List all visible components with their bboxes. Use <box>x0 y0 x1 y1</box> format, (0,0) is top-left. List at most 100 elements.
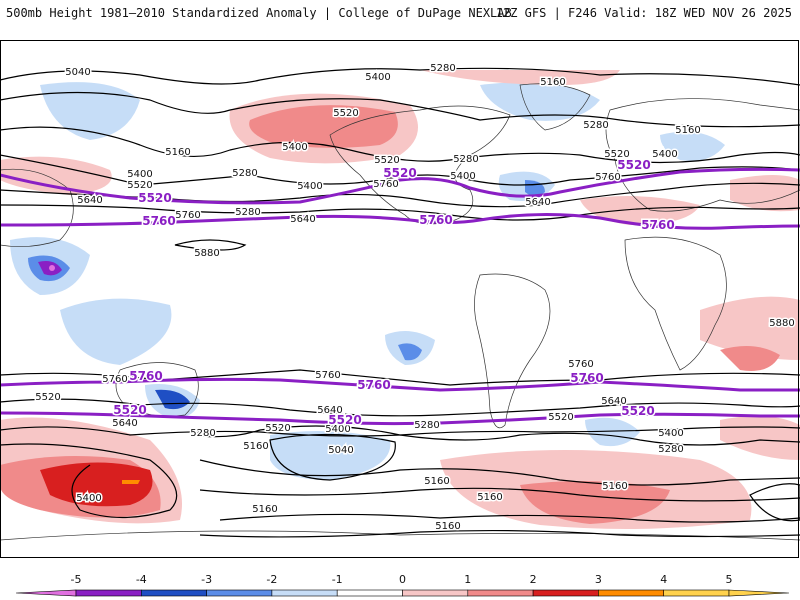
contour-label: 5760 <box>142 214 175 228</box>
coastlines <box>0 83 800 541</box>
contour-label: 5640 <box>77 195 102 206</box>
contour-line <box>199 459 800 486</box>
colorbar-segment <box>402 589 469 597</box>
anomaly-negative-area <box>585 417 640 447</box>
contour-line <box>0 126 800 164</box>
contour-5760-north <box>0 212 800 230</box>
contour-label: 5160 <box>675 125 700 136</box>
contour-label: 5160 <box>165 147 190 158</box>
contour-label: 5760 <box>357 378 390 392</box>
south-america-coastline <box>474 273 551 429</box>
contour-label: 5760 <box>175 210 200 221</box>
contour-label: 5640 <box>601 396 626 407</box>
contour-line <box>174 239 247 251</box>
contour-label: 5160 <box>477 492 502 503</box>
height-contours <box>0 67 800 538</box>
contour-label: 5760 <box>373 179 398 190</box>
contour-label: 5880 <box>769 318 794 329</box>
colorbar-arrow-left <box>15 589 77 597</box>
contour-label: 5400 <box>325 424 350 435</box>
anomaly-negative-area <box>60 298 172 365</box>
asia-east-coastline <box>0 168 74 247</box>
contour-label: 5400 <box>652 149 677 160</box>
contour-label: 5400 <box>297 181 322 192</box>
colorbar-ticks: -5 -4 -3 -2 -1 0 1 2 3 4 5 <box>71 573 733 586</box>
highlight-contours <box>0 167 800 426</box>
model-run-info: 12Z GFS | F246 Valid: 18Z WED NOV 26 202… <box>495 6 792 20</box>
contour-5520-south <box>0 411 800 426</box>
contour-line <box>219 513 800 523</box>
antarctica-coastline <box>0 530 800 541</box>
colorbar-segment <box>271 589 338 597</box>
anomaly-positive-area <box>700 296 800 360</box>
contour-label: 5160 <box>602 481 627 492</box>
contour-label: 5520 <box>127 180 152 191</box>
anomaly-positive-area <box>580 196 700 225</box>
contour-label: 5520 <box>265 423 290 434</box>
anomaly-positive-area <box>520 481 670 524</box>
anomaly-positive-area <box>420 70 620 85</box>
contour-line <box>199 487 800 502</box>
contour-label: 5400 <box>450 171 475 182</box>
colorbar-segments <box>15 589 790 597</box>
north-america-coastline <box>329 105 511 225</box>
contour-label: 5760 <box>641 218 674 232</box>
australia-coastline <box>115 362 199 417</box>
colorbar-segment <box>336 589 403 597</box>
colorbar-tick-label: -5 <box>71 573 82 586</box>
contour-label: 5280 <box>235 207 260 218</box>
anomaly-negative-area <box>270 431 391 480</box>
anomaly-positive-area <box>720 346 780 371</box>
contour-label: 5280 <box>414 420 439 431</box>
contour-label: 5640 <box>525 197 550 208</box>
colorbar-tick-label: 2 <box>530 573 537 586</box>
contour-label: 5640 <box>317 405 342 416</box>
anomaly-positive-area <box>40 462 153 507</box>
contour-line <box>0 204 800 221</box>
contour-label: 5400 <box>127 169 152 180</box>
contour-label: 5400 <box>365 72 390 83</box>
colorbar-tick-label: -4 <box>136 573 147 586</box>
colorbar-tick-label: 5 <box>726 573 733 586</box>
contour-label: 5520 <box>333 108 358 119</box>
contour-label: 5040 <box>65 67 90 78</box>
greenland-coastline <box>519 83 591 131</box>
map-title: 500mb Height 1981–2010 Standardized Anom… <box>6 6 512 20</box>
colorbar-segment <box>75 589 142 597</box>
contour-label: 5520 <box>113 403 146 417</box>
contour-label: 5760 <box>102 374 127 385</box>
contour-label: 5520 <box>374 155 399 166</box>
contour-label: 5760 <box>129 369 162 383</box>
colorbar-tick-label: -1 <box>332 573 343 586</box>
colorbar-tick-label: 0 <box>399 573 406 586</box>
contour-line <box>0 398 800 417</box>
contour-label: 5280 <box>658 444 683 455</box>
contour-line <box>0 182 800 208</box>
contour-label: 5400 <box>282 142 307 153</box>
contour-line <box>0 369 800 386</box>
contour-line <box>199 529 800 538</box>
contour-label: 5520 <box>138 191 171 205</box>
colorbar: -5 -4 -3 -2 -1 0 1 2 3 4 5 <box>15 573 790 597</box>
contour-label: 5280 <box>453 154 478 165</box>
anomaly-extreme-spot <box>49 265 55 271</box>
colorbar-segment <box>141 589 207 597</box>
contour-label: 5280 <box>232 168 257 179</box>
colorbar-segment <box>467 589 534 597</box>
anomaly-positive-area <box>0 156 112 195</box>
contour-line <box>0 67 800 86</box>
contour-label: 5160 <box>540 77 565 88</box>
contour-label: 5520 <box>35 392 60 403</box>
contour-line <box>0 443 178 519</box>
africa-coastline <box>624 236 727 371</box>
contour-label: 5520 <box>617 158 650 172</box>
contour-label: 5640 <box>112 418 137 429</box>
contour-label: 5520 <box>604 149 629 160</box>
contour-line <box>749 483 800 522</box>
contour-label: 5400 <box>658 428 683 439</box>
colorbar-segment <box>598 589 665 597</box>
anomaly-negative-area <box>398 343 422 361</box>
